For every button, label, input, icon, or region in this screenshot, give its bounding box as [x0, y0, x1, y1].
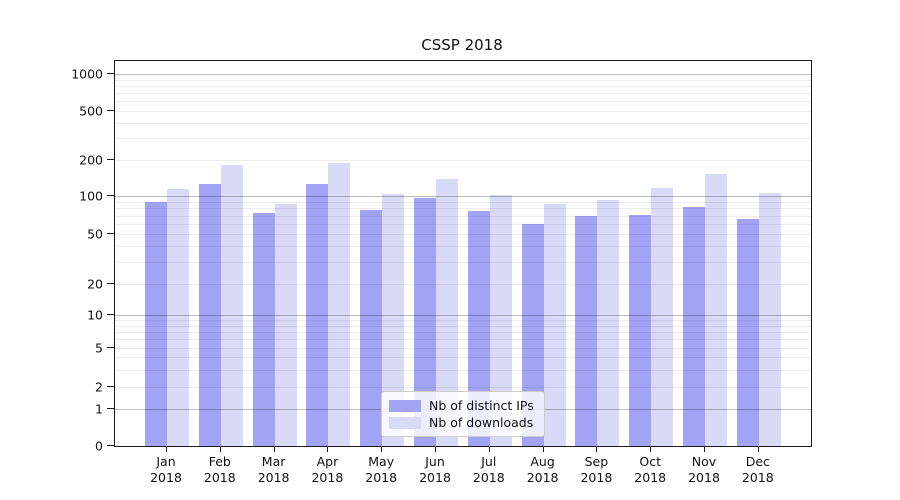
bar-distinct-ips-oct-2018 [629, 214, 652, 446]
bar-downloads-aug-2018 [543, 204, 566, 446]
bar-distinct-ips-dec-2018 [736, 218, 759, 446]
y-tick-mark [107, 195, 114, 196]
bar-distinct-ips-may-2018 [360, 210, 383, 446]
bar-distinct-ips-nov-2018 [683, 206, 705, 446]
y-tick-label: 1 [95, 401, 103, 416]
y-tick-label: 500 [79, 103, 103, 118]
legend: Nb of distinct IPs Nb of downloads [381, 391, 545, 437]
x-tick-label: Feb 2018 [203, 454, 236, 485]
y-tick-label: 10 [87, 307, 103, 322]
bar-distinct-ips-aug-2018 [521, 224, 544, 446]
x-tick-mark [758, 446, 759, 452]
bar-distinct-ips-jan-2018 [145, 201, 167, 446]
bar-downloads-jul-2018 [489, 194, 512, 446]
x-tick-label: Mar 2018 [257, 454, 290, 485]
y-tick-label: 50 [87, 226, 103, 241]
y-tick-label: 100 [79, 188, 103, 203]
legend-item: Nb of downloads [389, 414, 536, 431]
bar-downloads-sep-2018 [597, 199, 620, 446]
legend-swatch-downloads [389, 416, 421, 429]
plot-area: Nb of distinct IPs Nb of downloads [114, 60, 812, 447]
bar-downloads-dec-2018 [758, 192, 781, 446]
bar-downloads-mar-2018 [274, 203, 297, 446]
legend-label: Nb of distinct IPs [429, 398, 534, 413]
y-tick-mark [107, 73, 114, 74]
x-tick-label: Apr 2018 [311, 454, 344, 485]
y-tick-mark [107, 408, 114, 409]
x-tick-mark [489, 446, 490, 452]
x-tick-mark [381, 446, 382, 452]
legend-item: Nb of distinct IPs [389, 397, 536, 414]
y-tick-label: 200 [79, 152, 103, 167]
legend-swatch-distinct-ips [389, 399, 421, 412]
x-tick-mark [650, 446, 651, 452]
y-tick-label: 5 [95, 340, 103, 355]
bar-distinct-ips-sep-2018 [575, 216, 598, 446]
bar-downloads-jun-2018 [436, 179, 458, 446]
x-tick-label: Nov 2018 [688, 454, 720, 485]
y-tick-label: 0 [95, 438, 103, 453]
y-tick-mark [107, 110, 114, 111]
bar-distinct-ips-apr-2018 [306, 184, 329, 446]
x-tick-mark [220, 446, 221, 452]
bar-distinct-ips-jun-2018 [414, 197, 436, 446]
bars-layer [115, 61, 811, 446]
x-tick-mark [704, 446, 705, 452]
x-tick-label: May 2018 [365, 454, 398, 485]
y-tick-mark [107, 347, 114, 348]
chart-title: CSSP 2018 [421, 36, 503, 54]
y-tick-mark [107, 314, 114, 315]
bar-downloads-feb-2018 [220, 164, 243, 446]
bar-distinct-ips-mar-2018 [252, 212, 275, 446]
x-tick-label: Jul 2018 [472, 454, 505, 485]
bar-downloads-apr-2018 [328, 162, 351, 446]
x-tick-label: Sep 2018 [580, 454, 613, 485]
x-tick-label: Aug 2018 [526, 454, 559, 485]
x-tick-label: Jun 2018 [419, 454, 451, 485]
bar-downloads-jan-2018 [167, 188, 189, 446]
y-tick-label: 20 [87, 276, 103, 291]
x-tick-mark [274, 446, 275, 452]
bar-distinct-ips-jul-2018 [467, 211, 490, 446]
x-tick-label: Oct 2018 [634, 454, 667, 485]
x-tick-mark [327, 446, 328, 452]
y-tick-mark [107, 233, 114, 234]
y-tick-label: 2 [95, 379, 103, 394]
x-tick-mark [543, 446, 544, 452]
bar-downloads-may-2018 [382, 193, 405, 446]
y-tick-mark [107, 386, 114, 387]
y-tick-mark [107, 159, 114, 160]
y-tick-label: 1000 [71, 66, 103, 81]
bar-distinct-ips-feb-2018 [198, 184, 221, 446]
y-tick-mark [107, 445, 114, 446]
y-tick-mark [107, 283, 114, 284]
x-tick-label: Dec 2018 [741, 454, 774, 485]
x-tick-mark [166, 446, 167, 452]
bar-downloads-nov-2018 [705, 173, 727, 446]
x-tick-mark [596, 446, 597, 452]
x-tick-label: Jan 2018 [150, 454, 182, 485]
legend-label: Nb of downloads [429, 415, 534, 430]
x-tick-mark [435, 446, 436, 452]
bar-downloads-oct-2018 [651, 188, 674, 446]
